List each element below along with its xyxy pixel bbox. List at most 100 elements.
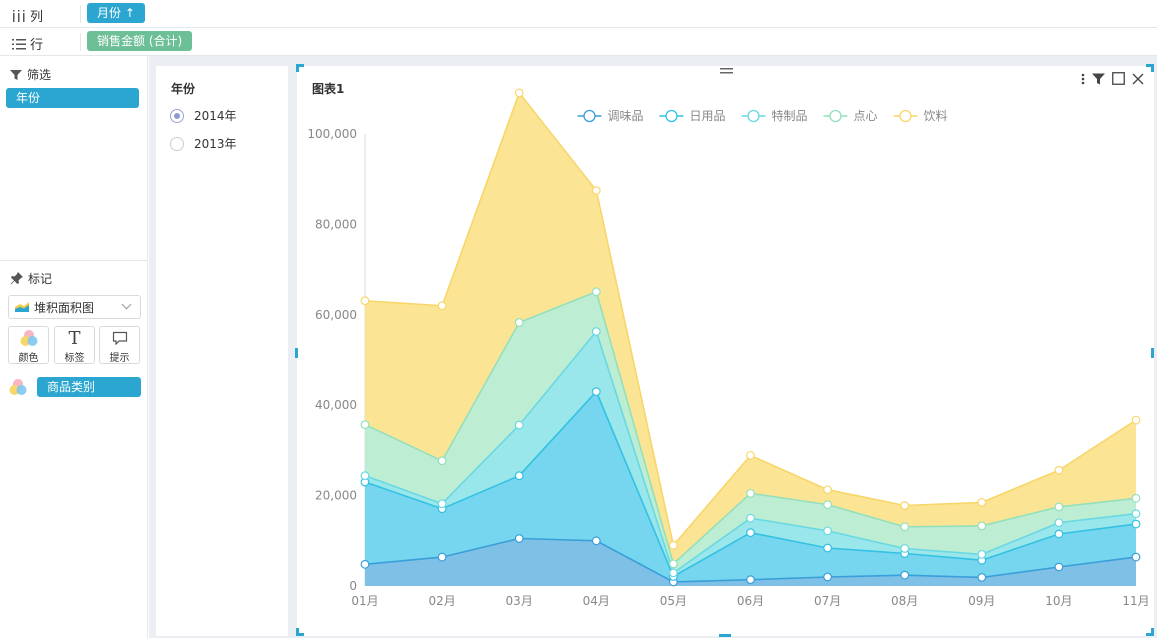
mark-type-value: 堆积面积图 xyxy=(34,300,95,315)
category-field-pill[interactable]: 商品类别 xyxy=(37,377,141,397)
y-tick-label: 60,000 xyxy=(315,308,357,322)
data-point-0-3 xyxy=(591,536,601,546)
data-point-3-1 xyxy=(437,456,447,466)
mark-type-select[interactable]: 堆积面积图 xyxy=(8,295,141,319)
resize-corner-bottom-right[interactable] xyxy=(1146,628,1154,636)
speech-bubble-icon xyxy=(112,331,127,345)
resize-handle-left[interactable] xyxy=(295,348,298,358)
data-point-4-4 xyxy=(669,540,678,550)
resize-corner-top-left[interactable] xyxy=(296,64,304,72)
y-tick-label: 0 xyxy=(349,579,357,593)
data-point-4-2 xyxy=(514,88,524,98)
data-point-3-4 xyxy=(669,559,678,569)
data-point-2-7 xyxy=(900,544,910,553)
chart-filter-icon[interactable] xyxy=(1092,73,1105,85)
x-tick-label: 09月 xyxy=(968,594,995,608)
year-option-2013[interactable]: 2013年 xyxy=(170,135,237,152)
resize-handle-right[interactable] xyxy=(1151,348,1154,358)
data-point-4-5 xyxy=(746,450,755,460)
stacked-area-chart: 0 20,000 40,000 60,000 80,000 100,000 01月 02月 03… xyxy=(307,88,1150,608)
color-legend-icon xyxy=(9,379,27,395)
stacked-area-icon xyxy=(15,302,29,312)
month-field-pill[interactable]: 月份 ↑ xyxy=(87,3,145,23)
legend-label: 调味品 xyxy=(608,109,644,123)
data-point-1-10 xyxy=(1131,519,1141,529)
data-point-0-5 xyxy=(746,575,755,585)
area-3 xyxy=(365,291,1136,573)
marks-section-title: 标记 xyxy=(10,270,52,287)
resize-corner-bottom-left[interactable] xyxy=(296,628,304,636)
color-button[interactable]: 颜色 xyxy=(8,326,49,364)
data-point-2-9 xyxy=(1054,518,1064,528)
rows-icon xyxy=(12,38,26,49)
shelf-divider xyxy=(80,33,81,51)
legend-label: 特制品 xyxy=(772,108,808,123)
close-icon[interactable] xyxy=(1132,73,1144,85)
year-filter-card: 年份 2014年 2013年 xyxy=(156,66,288,636)
label-button-label: 标签 xyxy=(64,353,85,364)
legend-marker xyxy=(665,109,678,123)
panel-divider xyxy=(0,260,148,261)
legend-label: 饮料 xyxy=(924,109,948,123)
data-point-2-5 xyxy=(746,513,755,523)
color-button-label: 颜色 xyxy=(18,353,39,364)
data-point-4-10 xyxy=(1131,415,1141,425)
x-tick-label: 03月 xyxy=(506,594,533,608)
y-tick-label: 40,000 xyxy=(315,398,357,412)
data-point-1-6 xyxy=(823,543,832,553)
chart-toolbar xyxy=(1081,72,1144,85)
maximize-icon[interactable] xyxy=(1112,72,1125,85)
year-filter-pill[interactable]: 年份 xyxy=(6,88,139,108)
data-point-2-10 xyxy=(1131,509,1141,519)
legend-marker xyxy=(829,109,842,123)
legend-label: 点心 xyxy=(854,109,878,123)
tooltip-button[interactable]: 提示 xyxy=(99,326,140,364)
left-panel: 筛选 年份 标记 堆积面积图 颜色 T 标签 提示 商品类别 xyxy=(0,56,148,638)
columns-shelf: 列 月份 ↑ xyxy=(0,0,1157,28)
text-t-icon: T xyxy=(68,327,81,349)
year-filter-title: 年份 xyxy=(171,82,196,96)
data-point-3-0 xyxy=(360,420,370,430)
data-point-0-7 xyxy=(900,570,910,580)
x-tick-label: 08月 xyxy=(891,594,918,608)
data-point-1-5 xyxy=(746,528,755,538)
columns-shelf-label: 列 xyxy=(12,6,43,25)
data-point-2-2 xyxy=(514,420,524,430)
palette-icon xyxy=(20,330,37,346)
y-tick-label: 80,000 xyxy=(315,217,357,231)
radio-selected-icon xyxy=(170,108,184,123)
columns-icon xyxy=(13,9,25,22)
data-point-3-3 xyxy=(591,287,601,297)
tooltip-button-label: 提示 xyxy=(109,353,130,364)
data-point-0-9 xyxy=(1054,562,1064,572)
data-point-0-8 xyxy=(977,573,987,582)
resize-handle-bottom[interactable] xyxy=(719,634,731,637)
legend-label: 日用品 xyxy=(690,109,726,123)
filter-section-title: 筛选 xyxy=(10,66,51,83)
sales-amount-pill[interactable]: 销售金额 (合计) xyxy=(87,31,193,51)
drag-handle-icon[interactable] xyxy=(720,67,733,75)
data-point-4-1 xyxy=(437,301,447,311)
label-button[interactable]: T 标签 xyxy=(54,326,95,364)
filter-icon xyxy=(10,69,22,80)
data-point-0-2 xyxy=(514,534,524,543)
more-vertical-icon[interactable] xyxy=(1081,73,1085,85)
data-point-3-9 xyxy=(1054,502,1064,512)
data-point-0-10 xyxy=(1131,552,1141,562)
data-point-4-0 xyxy=(360,296,370,306)
year-option-label: 2013年 xyxy=(194,137,237,151)
y-tick-label: 100,000 xyxy=(307,127,357,141)
resize-corner-top-right[interactable] xyxy=(1146,64,1154,72)
rows-label-text: 行 xyxy=(30,38,44,53)
data-point-4-3 xyxy=(591,186,601,195)
data-point-2-4 xyxy=(669,568,678,578)
marks-title-text: 标记 xyxy=(28,272,53,286)
radio-unselected-icon xyxy=(170,136,184,151)
data-point-0-1 xyxy=(437,552,447,562)
year-option-2014[interactable]: 2014年 xyxy=(170,107,237,124)
legend-item: 特制品 xyxy=(741,108,808,123)
legend-item: 饮料 xyxy=(893,109,948,123)
data-point-3-8 xyxy=(977,521,987,531)
data-point-2-1 xyxy=(437,499,447,509)
legend-item: 调味品 xyxy=(577,109,644,123)
